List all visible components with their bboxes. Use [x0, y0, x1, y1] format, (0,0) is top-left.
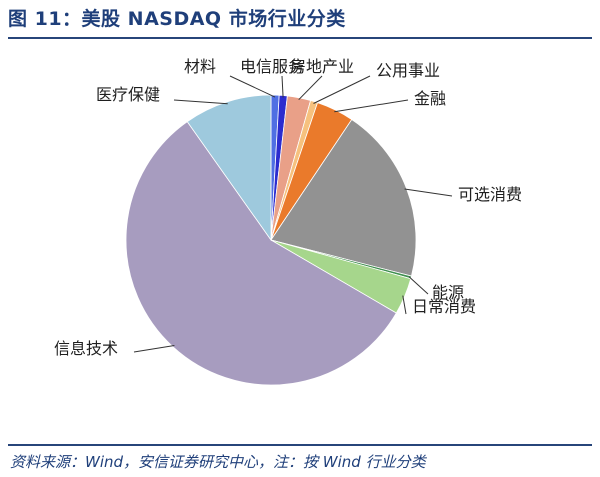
leader-line-9: [133, 345, 175, 353]
leader-line-8: [402, 295, 407, 315]
slice-label-4: 公用事业: [376, 61, 440, 80]
pie-slice-10: [186, 94, 272, 242]
leader-line-4: [313, 75, 371, 104]
slice-label-6: 可选消费: [458, 185, 522, 204]
slice-label-1: 材料: [184, 57, 216, 76]
leader-line-3: [298, 75, 323, 101]
slice-label-7: 能源: [432, 283, 464, 302]
leader-line-1: [229, 75, 276, 98]
leader-line-2: [281, 75, 284, 98]
slice-label-5: 金融: [414, 89, 446, 108]
leader-line-7: [408, 276, 429, 295]
leader-line-5: [334, 99, 409, 113]
slice-label-8: 日常消费: [412, 297, 476, 316]
source-note: 资料来源：Wind，安信证券研究中心，注：按 Wind 行业分类: [10, 453, 426, 471]
pie-slice-9: [125, 121, 397, 386]
slice-label-9: 信息技术: [54, 339, 118, 358]
pie-slice-6: [270, 119, 417, 277]
bottom-rule: [8, 444, 592, 446]
top-rule: [8, 37, 592, 39]
slice-label-3: 房地产业: [290, 57, 354, 76]
leader-lines: [133, 75, 453, 353]
slice-label-2: 电信服务: [240, 57, 304, 76]
leader-line-6: [404, 188, 453, 197]
slice-label-10: 医疗保健: [96, 85, 160, 104]
leader-line-10: [173, 99, 228, 105]
pie-slices: [125, 94, 417, 386]
figure-title: 图 11：美股 NASDAQ 市场行业分类: [8, 8, 346, 30]
